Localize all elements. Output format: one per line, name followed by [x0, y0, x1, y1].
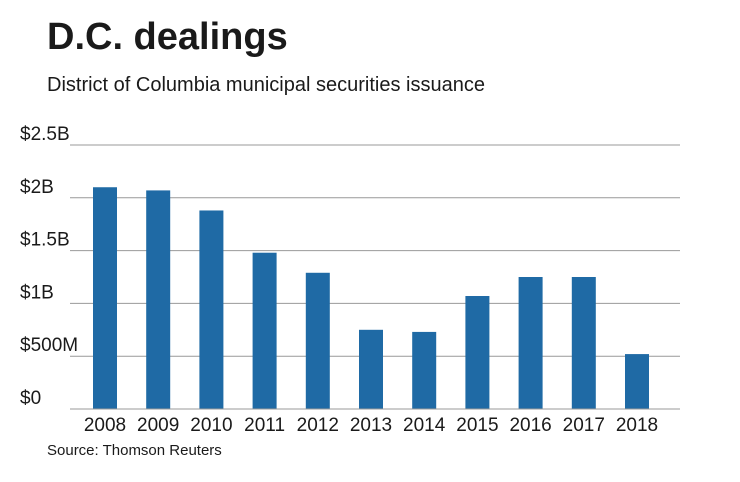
- y-tick-label: $500M: [20, 335, 78, 356]
- bar-2009: [146, 190, 171, 409]
- y-tick-label: $1.5B: [20, 230, 70, 251]
- bar-2008: [93, 187, 117, 409]
- x-tick-label: 2011: [244, 415, 285, 436]
- chart-title: D.C. dealings: [47, 16, 288, 58]
- x-tick-label: 2009: [137, 415, 179, 436]
- x-tick-label: 2016: [509, 415, 551, 436]
- x-tick-label: 2017: [563, 415, 605, 436]
- y-tick-label: $2.5B: [20, 124, 70, 145]
- bar-2014: [412, 331, 437, 409]
- x-tick-label: 2010: [190, 415, 232, 436]
- source-note: Source: Thomson Reuters: [47, 442, 222, 459]
- y-tick-label: $2B: [20, 177, 54, 198]
- x-tick-label: 2018: [616, 415, 658, 436]
- x-tick-label: 2012: [297, 415, 339, 436]
- bar-2010: [199, 210, 224, 409]
- y-tick-label: $1B: [20, 282, 54, 303]
- bar-2011: [252, 252, 277, 409]
- bar-2017: [571, 277, 596, 409]
- x-tick-label: 2013: [350, 415, 392, 436]
- x-tick-label: 2014: [403, 415, 446, 436]
- bar-2015: [465, 296, 490, 409]
- x-tick-label: 2008: [84, 415, 126, 436]
- chart-subtitle: District of Columbia municipal securitie…: [47, 74, 485, 96]
- bar-2013: [359, 329, 383, 409]
- bar-2016: [518, 277, 543, 409]
- y-tick-label: $0: [20, 388, 41, 409]
- x-tick-label: 2015: [456, 415, 498, 436]
- bar-2012: [305, 272, 330, 409]
- bar-2018: [625, 354, 649, 409]
